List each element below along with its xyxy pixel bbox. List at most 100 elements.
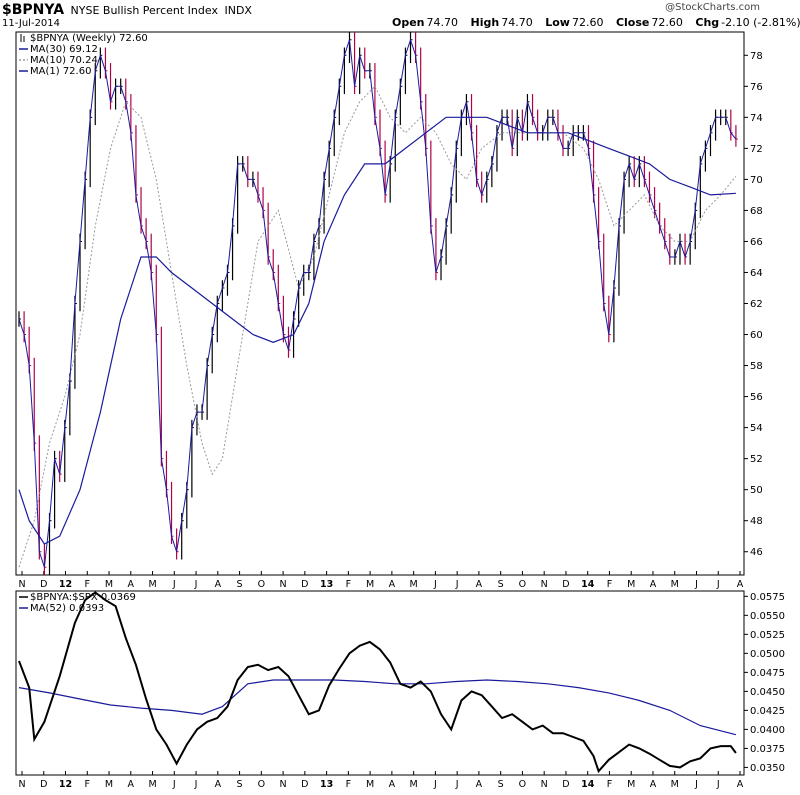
price-xtick-label: D xyxy=(562,579,569,590)
price-ytick-label: 76 xyxy=(750,82,763,93)
ohlc-readout: Open 74.70 High 74.70 Low 72.60 Close 72.60 … xyxy=(392,16,800,29)
price-ytick-label: 52 xyxy=(750,454,763,465)
price-legend-item: MA(1) 72.60 xyxy=(30,66,91,77)
price-ytick-label: 68 xyxy=(750,206,763,217)
ratio-xtick-label: M xyxy=(410,779,418,790)
price-legend-item: $BPNYA (Weekly) 72.60 xyxy=(30,33,148,44)
price-xtick-label: A xyxy=(389,579,396,590)
price-xtick-label: N xyxy=(280,579,287,590)
ratio-xtick-label: D xyxy=(562,779,569,790)
ratio-xtick-label: J xyxy=(455,779,459,790)
ratio-legend-item: $BPNYA:$SPX 0.0369 xyxy=(30,592,136,603)
ratio-xtick-label: N xyxy=(541,779,548,790)
ratio-xtick-label: O xyxy=(519,779,526,790)
high-label: High xyxy=(470,16,500,29)
ratio-ytick-label: 0.0350 xyxy=(750,763,785,774)
price-xtick-label: N xyxy=(541,579,548,590)
price-legend-item: MA(10) 70.24 xyxy=(30,55,98,66)
price-xtick-label: J xyxy=(694,579,698,590)
price-xtick-label: M xyxy=(148,579,156,590)
high-value: 74.70 xyxy=(501,16,533,29)
ratio-xtick-label: 12 xyxy=(59,779,72,790)
price-ytick-label: 58 xyxy=(750,361,763,372)
price-xtick-label: F xyxy=(607,579,612,590)
ratio-ytick-label: 0.0500 xyxy=(750,649,785,660)
ratio-ytick-label: 0.0475 xyxy=(750,668,785,679)
price-xtick-label: J xyxy=(172,579,176,590)
price-xtick-label: 13 xyxy=(320,579,333,590)
price-ytick-label: 78 xyxy=(750,51,763,62)
ratio-ytick-label: 0.0400 xyxy=(750,725,785,736)
price-xtick-label: A xyxy=(215,579,222,590)
ratio-legend-item: MA(52) 0.0393 xyxy=(30,603,104,614)
ratio-xtick-label: A xyxy=(389,779,396,790)
ratio-ytick-label: 0.0375 xyxy=(750,744,785,755)
ratio-xtick-label: O xyxy=(258,779,265,790)
price-xtick-label: 14 xyxy=(581,579,595,590)
ratio-xtick-label: J xyxy=(716,779,720,790)
ratio-xtick-label: A xyxy=(737,779,744,790)
price-xtick-label: O xyxy=(258,579,265,590)
ratio-xtick-label: A xyxy=(650,779,657,790)
price-ytick-label: 66 xyxy=(750,237,763,248)
price-ytick-label: 62 xyxy=(750,299,763,310)
ma30-line xyxy=(18,116,736,545)
price-xtick-label: M xyxy=(671,579,679,590)
ratio-xtick-label: F xyxy=(85,779,90,790)
ratio-xtick-label: M xyxy=(627,779,635,790)
chg-value: -2.10 (-2.81%) xyxy=(721,16,800,29)
ratio-xtick-label: M xyxy=(105,779,113,790)
price-xtick-label: M xyxy=(410,579,418,590)
ma10-line xyxy=(18,85,737,568)
symbol: $BPNYA xyxy=(2,2,65,18)
price-ytick-label: 70 xyxy=(750,175,763,186)
price-bars xyxy=(18,32,738,575)
price-xtick-label: A xyxy=(737,579,744,590)
chg-label: Chg xyxy=(695,16,720,29)
ratio-xtick-label: F xyxy=(346,779,351,790)
price-xtick-label: F xyxy=(346,579,351,590)
price-xtick-label: O xyxy=(519,579,526,590)
ratio-xtick-label: M xyxy=(366,779,374,790)
ratio-xtick-label: S xyxy=(237,779,243,790)
exchange: INDX xyxy=(224,4,252,17)
ratio-xtick-label: M xyxy=(148,779,156,790)
ratio-xtick-label: A xyxy=(128,779,135,790)
ratio-xtick-label: D xyxy=(40,779,47,790)
price-ytick-label: 50 xyxy=(750,485,763,496)
ratio-xtick-label: D xyxy=(301,779,308,790)
ratio-xtick-label: N xyxy=(18,779,25,790)
ratio-xtick-label: M xyxy=(671,779,679,790)
price-ytick-label: 46 xyxy=(750,547,763,558)
price-ytick-label: 48 xyxy=(750,516,763,527)
price-xtick-label: S xyxy=(237,579,243,590)
price-xtick-label: J xyxy=(455,579,459,590)
ratio-xtick-label: S xyxy=(498,779,504,790)
ma1-line xyxy=(18,38,737,568)
close-value: 72.60 xyxy=(651,16,683,29)
ratio-xtick-label: F xyxy=(607,779,612,790)
close-label: Close xyxy=(615,16,650,29)
price-xtick-label: S xyxy=(498,579,504,590)
price-ytick-label: 54 xyxy=(750,423,763,434)
low-label: Low xyxy=(545,16,570,29)
price-xtick-label: M xyxy=(627,579,635,590)
price-xtick-label: A xyxy=(128,579,135,590)
price-xtick-label: N xyxy=(18,579,25,590)
price-ytick-label: 56 xyxy=(750,392,763,403)
ratio-ytick-label: 0.0550 xyxy=(750,611,785,622)
ratio-xtick-label: 14 xyxy=(581,779,595,790)
ratio-ma52-line xyxy=(18,679,737,736)
price-xtick-label: D xyxy=(301,579,308,590)
ratio-ytick-label: 0.0425 xyxy=(750,706,785,717)
low-value: 72.60 xyxy=(571,16,604,29)
price-xtick-label: A xyxy=(476,579,483,590)
price-xtick-label: A xyxy=(650,579,657,590)
price-ytick-label: 64 xyxy=(750,268,763,279)
price-xtick-label: J xyxy=(433,579,437,590)
ratio-xtick-label: J xyxy=(694,779,698,790)
index-name: NYSE Bullish Percent Index xyxy=(70,4,218,17)
price-legend-item: MA(30) 69.12 xyxy=(30,44,98,55)
chart-date: 11-Jul-2014 xyxy=(2,18,61,29)
